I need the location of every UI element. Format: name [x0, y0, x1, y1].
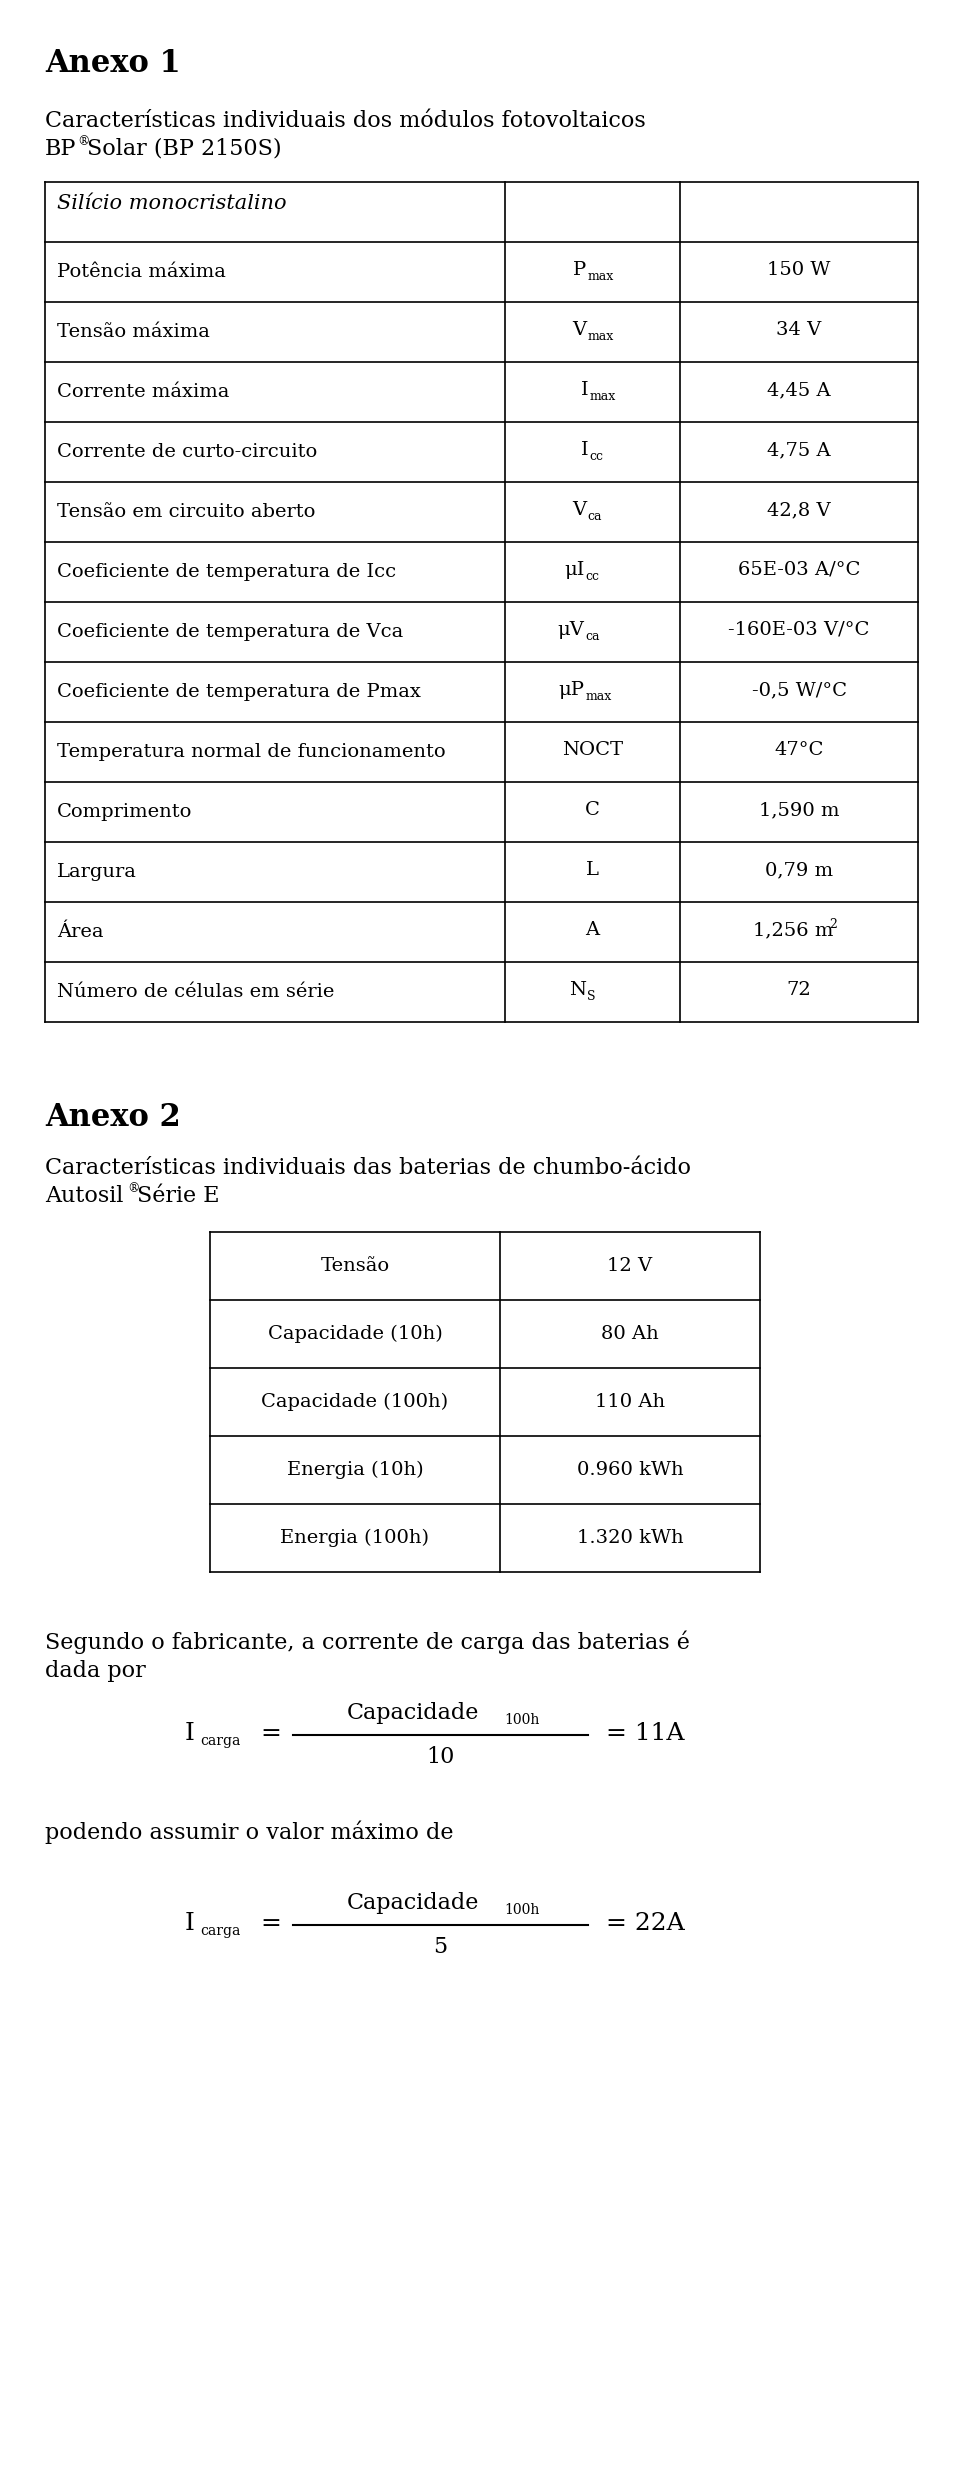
Text: Área: Área [57, 923, 104, 941]
Text: Energia (100h): Energia (100h) [280, 1528, 429, 1548]
Text: μP: μP [559, 681, 585, 699]
Text: Corrente máxima: Corrente máxima [57, 383, 229, 400]
Text: Largura: Largura [57, 864, 137, 881]
Text: -160E-03 V/°C: -160E-03 V/°C [729, 622, 870, 639]
Text: podendo assumir o valor máximo de: podendo assumir o valor máximo de [45, 1820, 453, 1844]
Text: 42,8 V: 42,8 V [767, 501, 830, 518]
Text: Capacidade: Capacidade [347, 1891, 479, 1913]
Text: Silício monocristalino: Silício monocristalino [57, 195, 287, 212]
Text: dada por: dada por [45, 1659, 146, 1681]
Text: carga: carga [200, 1923, 240, 1938]
Text: S: S [588, 990, 596, 1002]
Text: Capacidade (10h): Capacidade (10h) [268, 1326, 443, 1343]
Text: N: N [569, 980, 587, 1000]
Text: Tensão: Tensão [321, 1257, 390, 1274]
Text: Anexo 1: Anexo 1 [45, 47, 180, 79]
Text: μI: μI [564, 560, 585, 580]
Text: Coeficiente de temperatura de Icc: Coeficiente de temperatura de Icc [57, 563, 396, 580]
Text: ®: ® [127, 1183, 139, 1195]
Text: C: C [585, 800, 600, 820]
Text: Corrente de curto-circuito: Corrente de curto-circuito [57, 442, 317, 462]
Text: 0,79 m: 0,79 m [765, 862, 833, 879]
Text: 0.960 kWh: 0.960 kWh [577, 1462, 684, 1479]
Text: Tensão em circuito aberto: Tensão em circuito aberto [57, 504, 316, 521]
Text: cc: cc [589, 449, 604, 462]
Text: 100h: 100h [505, 1904, 540, 1916]
Text: Tensão máxima: Tensão máxima [57, 323, 210, 341]
Text: 72: 72 [786, 980, 811, 1000]
Text: 110 Ah: 110 Ah [595, 1393, 665, 1410]
Text: Capacidade: Capacidade [347, 1701, 479, 1723]
Text: -0,5 W/°C: -0,5 W/°C [752, 681, 847, 699]
Text: I: I [581, 442, 588, 459]
Text: V: V [572, 321, 587, 338]
Text: A: A [586, 921, 600, 938]
Text: carga: carga [200, 1733, 240, 1748]
Text: 1.320 kWh: 1.320 kWh [577, 1528, 684, 1548]
Text: =: = [260, 1721, 281, 1746]
Text: 4,45 A: 4,45 A [767, 380, 830, 400]
Text: ca: ca [586, 630, 600, 642]
Text: 65E-03 A/°C: 65E-03 A/°C [738, 560, 860, 580]
Text: 1,590 m: 1,590 m [758, 800, 839, 820]
Text: Capacidade (100h): Capacidade (100h) [261, 1393, 448, 1412]
Text: V: V [572, 501, 587, 518]
Text: cc: cc [586, 570, 599, 583]
Text: Características individuais dos módulos fotovoltaicos: Características individuais dos módulos … [45, 111, 646, 131]
Text: Solar (BP 2150S): Solar (BP 2150S) [87, 138, 281, 160]
Text: = 11A: = 11A [606, 1721, 684, 1746]
Text: 10: 10 [426, 1746, 455, 1768]
Text: max: max [586, 689, 612, 704]
Text: 47°C: 47°C [775, 741, 824, 758]
Text: Comprimento: Comprimento [57, 802, 192, 822]
Text: I: I [185, 1721, 195, 1746]
Text: BP: BP [45, 138, 77, 160]
Text: Temperatura normal de funcionamento: Temperatura normal de funcionamento [57, 743, 445, 760]
Text: Coeficiente de temperatura de Vca: Coeficiente de temperatura de Vca [57, 622, 403, 642]
Text: L: L [586, 862, 599, 879]
Text: ®: ® [77, 136, 89, 148]
Text: 34 V: 34 V [777, 321, 822, 338]
Text: P: P [573, 262, 587, 279]
Text: Número de células em série: Número de células em série [57, 983, 334, 1000]
Text: 150 W: 150 W [767, 262, 830, 279]
Text: Características individuais das baterias de chumbo-ácido: Características individuais das baterias… [45, 1158, 691, 1180]
Text: 80 Ah: 80 Ah [601, 1326, 659, 1343]
Text: ca: ca [588, 509, 602, 523]
Text: Potência máxima: Potência máxima [57, 264, 226, 281]
Text: 12 V: 12 V [608, 1257, 653, 1274]
Text: I: I [185, 1911, 195, 1936]
Text: 1,256 m: 1,256 m [753, 921, 833, 938]
Text: max: max [588, 269, 613, 281]
Text: Anexo 2: Anexo 2 [45, 1101, 180, 1133]
Text: Energia (10h): Energia (10h) [287, 1462, 423, 1479]
Text: max: max [588, 328, 613, 343]
Text: Série E: Série E [137, 1185, 220, 1207]
Text: Autosil: Autosil [45, 1185, 124, 1207]
Text: Segundo o fabricante, a corrente de carga das baterias é: Segundo o fabricante, a corrente de carg… [45, 1630, 690, 1654]
Text: 100h: 100h [505, 1713, 540, 1726]
Text: μV: μV [558, 622, 585, 639]
Text: max: max [589, 390, 615, 402]
Text: 5: 5 [433, 1936, 447, 1958]
Text: I: I [581, 380, 588, 400]
Text: 4,75 A: 4,75 A [767, 442, 830, 459]
Text: Coeficiente de temperatura de Pmax: Coeficiente de temperatura de Pmax [57, 684, 420, 701]
Text: =: = [260, 1911, 281, 1936]
Text: NOCT: NOCT [562, 741, 623, 758]
Text: 2: 2 [829, 918, 837, 931]
Text: = 22A: = 22A [606, 1911, 684, 1936]
